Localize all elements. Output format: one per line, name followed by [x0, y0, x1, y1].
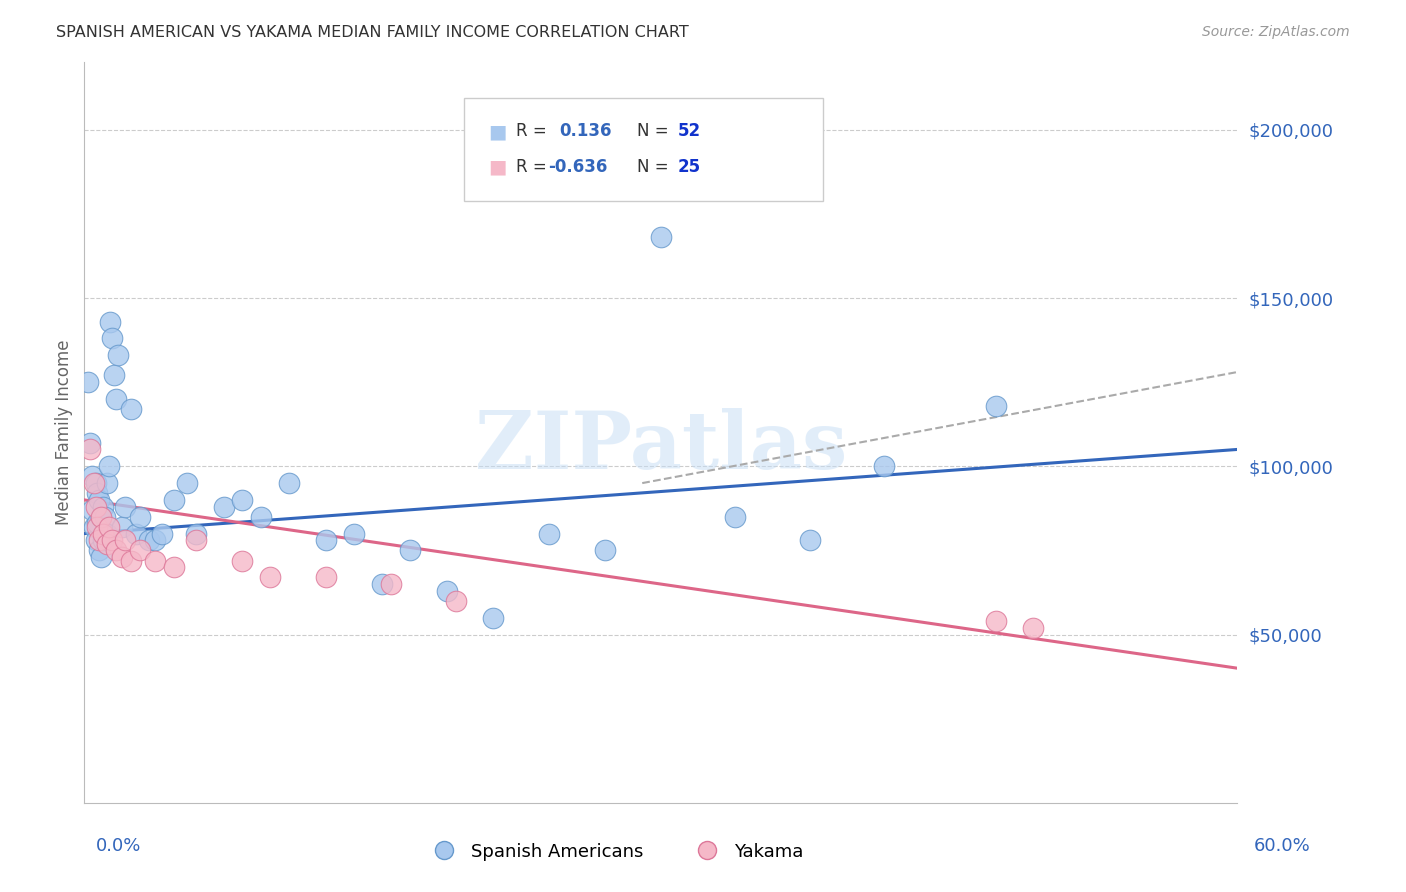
Point	[120, 553, 142, 567]
Point	[101, 533, 124, 548]
Text: 52: 52	[678, 122, 700, 140]
Text: ZIPatlas: ZIPatlas	[475, 409, 846, 486]
Point	[96, 536, 118, 550]
Point	[91, 500, 114, 514]
Point	[184, 533, 207, 548]
Text: N =: N =	[637, 122, 673, 140]
Point	[380, 577, 402, 591]
Point	[110, 520, 132, 534]
Text: 0.136: 0.136	[560, 122, 612, 140]
Point	[91, 526, 114, 541]
Point	[176, 476, 198, 491]
Point	[90, 509, 112, 524]
Point	[446, 594, 468, 608]
Point	[138, 533, 160, 548]
Text: ■: ■	[488, 158, 506, 177]
Point	[724, 509, 747, 524]
Point	[482, 610, 505, 624]
Point	[104, 392, 127, 406]
Point	[538, 526, 561, 541]
Point	[90, 550, 112, 565]
Point	[984, 399, 1007, 413]
Point	[231, 553, 253, 567]
Point	[86, 516, 108, 531]
Point	[83, 476, 105, 491]
Point	[259, 570, 281, 584]
Point	[650, 230, 672, 244]
Point	[125, 526, 148, 541]
Point	[86, 520, 108, 534]
Point	[315, 570, 337, 584]
Point	[100, 314, 122, 328]
Text: 0.0%: 0.0%	[96, 837, 141, 855]
Point	[84, 476, 107, 491]
Point	[110, 550, 132, 565]
Point	[77, 375, 100, 389]
Point	[398, 543, 420, 558]
Text: N =: N =	[637, 158, 673, 176]
Legend: Spanish Americans, Yakama: Spanish Americans, Yakama	[419, 836, 810, 868]
Text: 60.0%: 60.0%	[1254, 837, 1310, 855]
Y-axis label: Median Family Income: Median Family Income	[55, 340, 73, 525]
Point	[343, 526, 366, 541]
Point	[90, 509, 112, 524]
Point	[79, 442, 101, 457]
Point	[184, 526, 207, 541]
Point	[129, 543, 152, 558]
Point	[162, 492, 184, 507]
Point	[107, 348, 129, 362]
Point	[152, 526, 174, 541]
Point	[84, 533, 107, 548]
Point	[97, 459, 120, 474]
Point	[103, 368, 125, 383]
Point	[231, 492, 253, 507]
Point	[371, 577, 394, 591]
Text: SPANISH AMERICAN VS YAKAMA MEDIAN FAMILY INCOME CORRELATION CHART: SPANISH AMERICAN VS YAKAMA MEDIAN FAMILY…	[56, 25, 689, 40]
Point	[94, 509, 117, 524]
Point	[593, 543, 616, 558]
Point	[143, 533, 166, 548]
Point	[1022, 621, 1045, 635]
Point	[80, 503, 103, 517]
Point	[97, 520, 120, 534]
Point	[80, 469, 103, 483]
Text: R =: R =	[516, 122, 553, 140]
Point	[104, 543, 127, 558]
Point	[101, 331, 124, 345]
Point	[91, 533, 114, 548]
Text: Source: ZipAtlas.com: Source: ZipAtlas.com	[1202, 25, 1350, 39]
Point	[143, 553, 166, 567]
Point	[873, 459, 896, 474]
Text: 25: 25	[678, 158, 700, 176]
Point	[96, 476, 118, 491]
Point	[114, 533, 136, 548]
Text: R =: R =	[516, 158, 553, 176]
Point	[250, 509, 273, 524]
Point	[114, 500, 136, 514]
Point	[83, 520, 105, 534]
Point	[799, 533, 821, 548]
Point	[120, 402, 142, 417]
Point	[315, 533, 337, 548]
Point	[84, 500, 107, 514]
Text: -0.636: -0.636	[548, 158, 607, 176]
Point	[89, 543, 111, 558]
Point	[162, 560, 184, 574]
Point	[129, 509, 152, 524]
Point	[96, 526, 118, 541]
Point	[212, 500, 235, 514]
Point	[79, 435, 101, 450]
Point	[436, 583, 458, 598]
Point	[984, 614, 1007, 628]
Point	[89, 492, 111, 507]
Text: ■: ■	[488, 122, 506, 141]
Point	[89, 533, 111, 548]
Point	[277, 476, 299, 491]
Point	[86, 486, 108, 500]
